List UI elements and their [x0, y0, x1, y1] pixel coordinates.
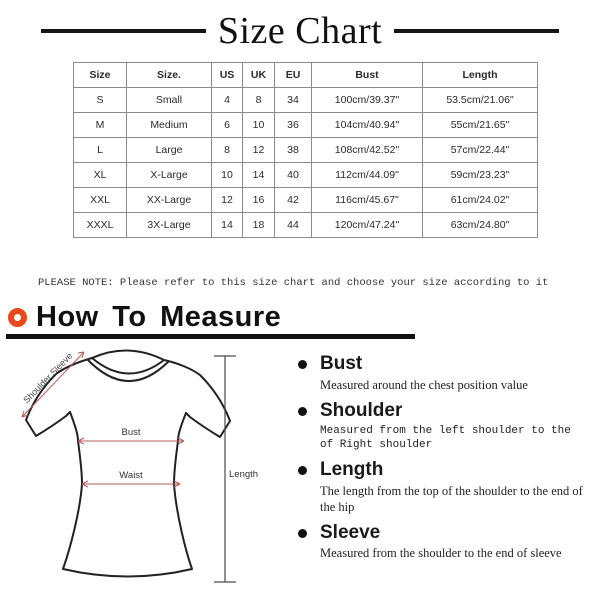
table-cell: 61cm/24.02" [422, 187, 538, 213]
bullet-icon [298, 465, 307, 475]
table-cell: 100cm/39.37" [311, 87, 423, 113]
table-cell: 59cm/23.23" [422, 162, 538, 188]
table-cell: 6 [211, 112, 243, 138]
bullet-icon [298, 528, 307, 538]
item-description: Measured from the shoulder to the end of… [320, 546, 562, 561]
list-item-length: Length The length from the top of the sh… [296, 459, 588, 515]
table-cell: 57cm/22.44" [422, 137, 538, 163]
item-title: Bust [320, 353, 363, 374]
table-cell: M [73, 112, 127, 138]
bust-label: Bust [121, 427, 140, 438]
table-cell: XL [73, 162, 127, 188]
table-row: S Small 4 8 34 100cm/39.37" 53.5cm/21.06… [73, 87, 538, 113]
table-cell: 44 [274, 212, 312, 238]
page-title: Size Chart [217, 10, 383, 52]
item-title: Sleeve [320, 521, 381, 543]
list-item-sleeve: Sleeve Measured from the shoulder to the… [296, 522, 588, 562]
title-rule-left [40, 29, 206, 33]
table-cell: 12 [211, 187, 243, 213]
header-length: Length [422, 62, 538, 88]
table-row: XXL XX-Large 12 16 42 116cm/45.67" 61cm/… [73, 187, 538, 213]
table-row: XXXL 3X-Large 14 18 44 120cm/47.24" 63cm… [73, 212, 538, 238]
heading-underline [6, 334, 415, 339]
table-cell: 3X-Large [126, 212, 212, 238]
item-description: Measured around the chest position value [320, 377, 528, 392]
length-label: Length [229, 469, 258, 480]
table-cell: 112cm/44.09" [311, 162, 423, 188]
header-us: US [211, 62, 243, 88]
table-cell: Medium [126, 112, 212, 138]
header-eu: EU [274, 62, 312, 88]
table-cell: 14 [211, 212, 243, 238]
table-cell: X-Large [126, 162, 212, 188]
how-to-measure-heading: How To Measure [8, 301, 281, 333]
table-cell: 53.5cm/21.06" [422, 87, 538, 113]
table-cell: 10 [242, 112, 275, 138]
header-uk: UK [242, 62, 275, 88]
table-cell: 12 [242, 137, 275, 163]
table-header-row: Size Size. US UK EU Bust Length [73, 62, 538, 88]
shoulder-sleeve-arrow [21, 351, 85, 418]
table-cell: XXL [73, 187, 127, 213]
title-rule-right [394, 29, 560, 33]
table-cell: 18 [242, 212, 275, 238]
table-cell: 10 [211, 162, 243, 188]
table-cell: 40 [274, 162, 312, 188]
table-cell: 34 [274, 87, 312, 113]
tshirt-measure-diagram: Shoulder Sleeve Bust Waist Length [21, 349, 258, 583]
collar-bottom [91, 357, 165, 375]
table-cell: 63cm/24.80" [422, 212, 538, 238]
shoulder-sleeve-label: Shoulder Sleeve [21, 351, 74, 405]
item-description: The length from the top of the shoulder … [320, 483, 583, 514]
item-title: Length [320, 458, 384, 480]
table-cell: 42 [274, 187, 312, 213]
list-item-bust: Bust Measured around the chest position … [296, 353, 588, 393]
item-title: Shoulder [320, 399, 403, 421]
bust-line [77, 437, 185, 445]
table-cell: 108cm/42.52" [311, 137, 423, 163]
table-cell: 14 [242, 162, 275, 188]
table-cell: 116cm/45.67" [311, 187, 423, 213]
table-cell: 120cm/47.24" [311, 212, 423, 238]
body-outline [62, 411, 193, 578]
bullet-icon [298, 360, 307, 369]
table-row: XL X-Large 10 14 40 112cm/44.09" 59cm/23… [73, 162, 538, 188]
table-row: M Medium 6 10 36 104cm/40.94" 55cm/21.65… [73, 112, 538, 138]
table-cell: 104cm/40.94" [311, 112, 423, 138]
table-cell: 8 [211, 137, 243, 163]
table-cell: 36 [274, 112, 312, 138]
table-cell: 4 [211, 87, 243, 113]
table-cell: 8 [242, 87, 275, 113]
item-description: Measured from the left shoulder to the o… [320, 424, 571, 451]
measure-definitions-list: Bust Measured around the chest position … [296, 353, 588, 561]
ring-icon [8, 307, 27, 327]
please-note-text: PLEASE NOTE: Please refer to this size c… [38, 277, 549, 289]
header-bust: Bust [311, 62, 423, 88]
table-cell: XXXL [73, 212, 127, 238]
table-cell: L [73, 137, 127, 163]
size-chart-table: Size Size. US UK EU Bust Length S Small … [73, 62, 538, 238]
table-cell: Large [126, 137, 212, 163]
how-to-measure-title: How To Measure [36, 300, 282, 333]
collar-seam [87, 359, 169, 382]
table-cell: XX-Large [126, 187, 212, 213]
page-title-row: Size Chart [0, 8, 600, 54]
table-cell: 38 [274, 137, 312, 163]
table-cell: 16 [242, 187, 275, 213]
list-item-shoulder: Shoulder Measured from the left shoulder… [296, 400, 588, 452]
table-cell: 55cm/21.65" [422, 112, 538, 138]
table-cell: S [73, 87, 127, 113]
bullet-icon [298, 406, 307, 416]
length-line [214, 355, 236, 583]
waist-line [81, 480, 181, 488]
tshirt-outline [25, 349, 231, 578]
table-row: L Large 8 12 38 108cm/42.52" 57cm/22.44" [73, 137, 538, 163]
header-size: Size [73, 62, 127, 88]
collar-top [91, 349, 165, 361]
header-size-name: Size. [126, 62, 212, 88]
right-sleeve [163, 359, 231, 438]
waist-label: Waist [119, 470, 143, 481]
table-cell: Small [126, 87, 212, 113]
